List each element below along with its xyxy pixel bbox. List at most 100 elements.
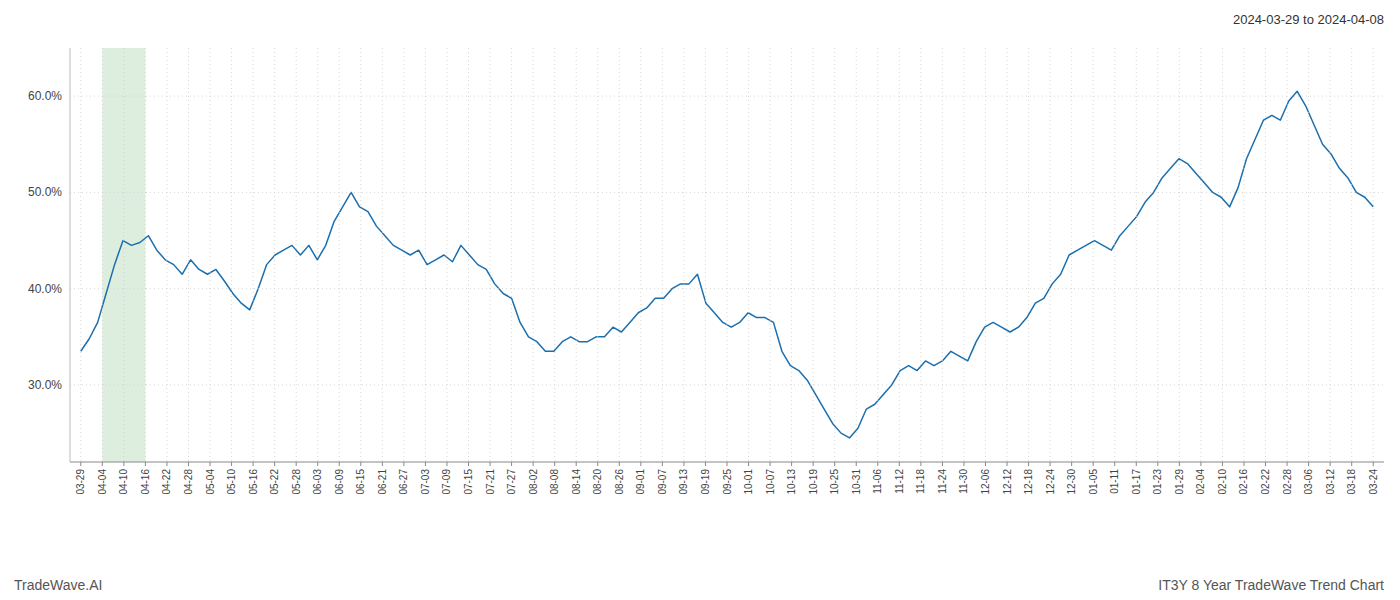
x-grid-line (1243, 48, 1244, 462)
x-grid-line (963, 48, 964, 462)
x-tick (791, 462, 792, 466)
x-tick (1351, 462, 1352, 466)
x-axis-line (70, 462, 1384, 463)
chart: 03-2904-0404-1004-1604-2204-2805-0405-10… (0, 0, 1400, 600)
x-grid-line (210, 48, 211, 462)
x-tick (274, 462, 275, 466)
x-tick-label: 12-06 (980, 469, 991, 495)
x-tick (1136, 462, 1137, 466)
x-tick-label: 09-25 (722, 469, 733, 495)
x-tick-label: 06-15 (355, 469, 366, 495)
x-tick-label: 12-30 (1066, 469, 1077, 495)
x-grid-line (705, 48, 706, 462)
x-grid-line (813, 48, 814, 462)
y-tick-label: 40.0% (28, 282, 62, 296)
watermark: TradeWave.AI (14, 577, 102, 593)
x-tick-label: 04-10 (118, 469, 129, 495)
x-grid-line (662, 48, 663, 462)
x-tick (382, 462, 383, 466)
x-tick (554, 462, 555, 466)
x-tick (748, 462, 749, 466)
x-tick (1265, 462, 1266, 466)
x-grid-line (727, 48, 728, 462)
x-tick (102, 462, 103, 466)
y-grid-line (70, 288, 1384, 289)
plot-area (81, 48, 1373, 462)
x-grid-line (102, 48, 103, 462)
x-tick (188, 462, 189, 466)
x-grid-line (683, 48, 684, 462)
x-tick-label: 02-28 (1282, 469, 1293, 495)
x-tick-label: 04-04 (97, 469, 108, 495)
x-tick-label: 10-19 (808, 469, 819, 495)
x-grid-line (920, 48, 921, 462)
x-tick-label: 11-30 (958, 469, 969, 494)
x-grid-line (360, 48, 361, 462)
x-grid-line (123, 48, 124, 462)
x-tick-label: 08-02 (528, 469, 539, 495)
x-tick (468, 462, 469, 466)
y-tick-label: 30.0% (28, 378, 62, 392)
x-tick (145, 462, 146, 466)
x-tick-label: 07-27 (506, 469, 517, 495)
x-tick-label: 09-19 (700, 469, 711, 495)
x-tick-label: 11-24 (937, 469, 948, 494)
x-grid-line (1050, 48, 1051, 462)
x-tick-label: 01-17 (1131, 469, 1142, 495)
x-tick-label: 01-23 (1152, 469, 1163, 495)
x-tick (770, 462, 771, 466)
x-grid-line (296, 48, 297, 462)
x-grid-line (1007, 48, 1008, 462)
axes: 03-2904-0404-1004-1604-2204-2805-0405-10… (28, 48, 1384, 495)
x-tick-label: 05-22 (269, 469, 280, 495)
x-tick-label: 07-09 (441, 469, 452, 495)
x-tick (511, 462, 512, 466)
x-tick (1157, 462, 1158, 466)
x-tick-label: 09-01 (635, 469, 646, 495)
x-tick-label: 10-13 (786, 469, 797, 495)
x-tick-label: 04-22 (161, 469, 172, 495)
title: IT3Y 8 Year TradeWave Trend Chart (1158, 577, 1384, 593)
x-tick-label: 06-03 (312, 469, 323, 495)
x-grid-line (1287, 48, 1288, 462)
x-grid-line (511, 48, 512, 462)
y-grid-line (70, 96, 1384, 97)
x-grid-line (468, 48, 469, 462)
y-grid-line (70, 192, 1384, 193)
x-tick-label: 07-21 (485, 469, 496, 495)
x-tick (813, 462, 814, 466)
x-tick-label: 05-04 (205, 469, 216, 495)
x-grid-line (1351, 48, 1352, 462)
x-tick (985, 462, 986, 466)
x-grid-line (877, 48, 878, 462)
x-tick (1330, 462, 1331, 466)
x-tick (1200, 462, 1201, 466)
x-grid-line (1265, 48, 1266, 462)
x-tick-label: 02-04 (1195, 469, 1206, 495)
x-tick-label: 11-18 (915, 469, 926, 494)
y-axis-line (70, 48, 71, 462)
x-tick-label: 09-13 (678, 469, 689, 495)
x-tick (317, 462, 318, 466)
y-tick-label: 50.0% (28, 185, 62, 199)
x-grid-line (317, 48, 318, 462)
x-tick-label: 01-11 (1109, 469, 1120, 494)
x-tick (1007, 462, 1008, 466)
x-tick (1071, 462, 1072, 466)
x-tick (166, 462, 167, 466)
x-grid-line (619, 48, 620, 462)
x-tick-label: 03-06 (1303, 469, 1314, 495)
grid (70, 48, 1384, 462)
x-tick (1114, 462, 1115, 466)
x-grid-line (446, 48, 447, 462)
x-tick-label: 09-07 (657, 469, 668, 495)
x-tick-label: 03-29 (75, 469, 86, 495)
x-grid-line (1093, 48, 1094, 462)
x-tick (942, 462, 943, 466)
x-tick-label: 08-14 (571, 469, 582, 495)
x-tick (576, 462, 577, 466)
highlight-band (102, 48, 145, 462)
x-tick (360, 462, 361, 466)
x-grid-line (382, 48, 383, 462)
x-tick (834, 462, 835, 466)
